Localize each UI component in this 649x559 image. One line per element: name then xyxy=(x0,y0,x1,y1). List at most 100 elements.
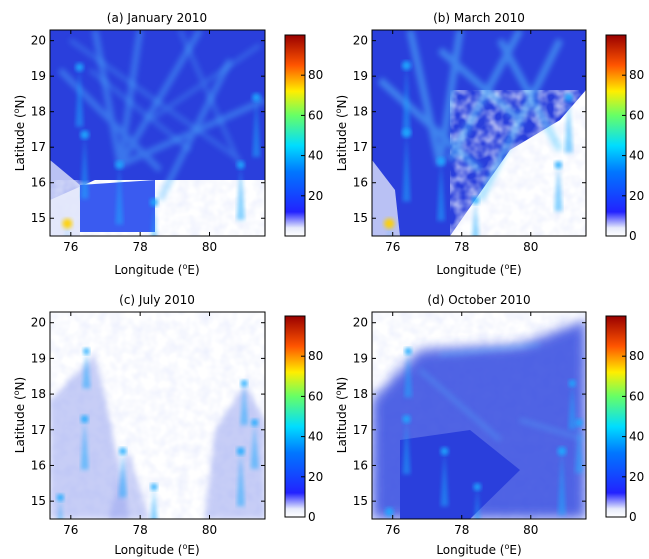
hotspot xyxy=(62,218,73,236)
hotspot xyxy=(385,507,394,519)
hotspot xyxy=(564,93,573,153)
hotspot-peak xyxy=(554,161,562,169)
hotspot xyxy=(80,130,90,199)
hotspot-ray xyxy=(118,451,127,498)
hotspot-ray xyxy=(388,223,390,236)
colorbar-tick-label: 0 xyxy=(629,510,637,524)
colorbar-ticks: 20 40 60 80 xyxy=(301,68,323,203)
hotspot xyxy=(557,446,567,516)
x-ticks: 76 78 80 xyxy=(63,312,217,537)
x-axis-label: Longitude (oE) xyxy=(436,542,521,557)
panel-title: (d) October 2010 xyxy=(427,293,530,307)
hotspot xyxy=(401,60,412,135)
y-tick-label: 20 xyxy=(353,316,368,330)
hotspot-peak xyxy=(385,507,394,517)
hotspot-peak xyxy=(384,218,395,229)
colorbar-tick-label: 40 xyxy=(629,430,644,444)
y-tick-label: 18 xyxy=(31,387,46,401)
hotspot-layer xyxy=(62,63,261,236)
hotspot-ray xyxy=(80,419,89,470)
colorbar-tick-label: 60 xyxy=(629,389,644,403)
y-ticks: 15 16 17 18 19 20 xyxy=(31,34,265,225)
y-ticks: 15 16 17 18 19 20 xyxy=(353,34,586,225)
hotspot-ray xyxy=(75,67,84,127)
hotspot-ray xyxy=(402,133,411,202)
x-tick-label: 80 xyxy=(523,240,538,254)
hotspot-ray xyxy=(150,486,158,519)
hotspot xyxy=(554,161,563,211)
y-tick-label: 20 xyxy=(353,34,368,48)
y-tick-label: 18 xyxy=(353,105,368,119)
hotspot-peak xyxy=(471,196,480,205)
colorbar-tick-label: 20 xyxy=(308,470,323,484)
hotspot-ray xyxy=(82,351,91,389)
hotspot-peak xyxy=(568,379,576,387)
hotspot-ray xyxy=(236,451,245,507)
y-tick-label: 16 xyxy=(31,176,46,190)
y-tick-label: 17 xyxy=(31,423,46,437)
hotspot-peak xyxy=(402,415,411,424)
hotspot-peak xyxy=(56,493,65,502)
colorbar-ticks: 0 20 40 60 80 xyxy=(622,349,644,524)
hotspot-peak xyxy=(252,93,261,102)
hotspot xyxy=(384,218,395,236)
hotspot-layer xyxy=(56,348,259,519)
heatmap-january xyxy=(50,30,265,236)
hotspot-ray xyxy=(58,497,63,519)
colorbar-tick-label: 20 xyxy=(308,189,323,203)
hotspot xyxy=(471,196,480,236)
y-tick-label: 15 xyxy=(353,494,368,508)
colorbar-tick-label: 80 xyxy=(629,68,644,82)
x-axis-label: Longitude (oE) xyxy=(114,262,199,277)
hotspot xyxy=(115,160,124,225)
hotspot-peak xyxy=(150,198,159,207)
x-tick-label: 76 xyxy=(63,523,78,537)
hotspot xyxy=(82,348,91,389)
colorbar-tick-label: 0 xyxy=(308,510,316,524)
hotspot xyxy=(80,415,89,470)
y-tick-label: 17 xyxy=(31,140,46,154)
x-axis-label: Longitude (oE) xyxy=(114,542,199,557)
hotspot xyxy=(401,128,412,202)
hotspot-peak xyxy=(436,157,446,166)
x-tick-label: 78 xyxy=(133,240,148,254)
y-tick-label: 16 xyxy=(31,458,46,472)
plot-frame xyxy=(49,29,266,237)
hotspot-ray xyxy=(240,383,249,425)
y-axis-label: Latitude (oN) xyxy=(334,95,349,171)
hotspot xyxy=(240,379,249,425)
hotspot-ray xyxy=(437,161,446,221)
colorbar xyxy=(605,34,627,237)
x-tick-label: 76 xyxy=(385,240,400,254)
hotspot-peak xyxy=(404,347,412,355)
panel-title: (c) July 2010 xyxy=(119,293,195,307)
hotspot-peak xyxy=(440,447,449,456)
hotspot-peak xyxy=(240,379,248,387)
hotspot-ray xyxy=(554,164,563,211)
y-tick-label: 16 xyxy=(353,176,368,190)
hotspot-peak xyxy=(80,130,90,140)
hotspot xyxy=(236,447,245,507)
hotspot-ray xyxy=(404,351,413,398)
hotspot-peak xyxy=(473,483,482,491)
y-tick-label: 20 xyxy=(31,316,46,330)
colorbar-tick-label: 0 xyxy=(629,229,637,243)
hotspot xyxy=(150,198,159,236)
y-tick-label: 18 xyxy=(353,387,368,401)
hotspot-ray xyxy=(80,134,89,199)
colorbar-tick-label: 80 xyxy=(308,68,323,82)
hotspot-peak xyxy=(236,160,245,169)
hotspot-ray xyxy=(250,422,259,469)
colorbar-tick-label: 20 xyxy=(629,470,644,484)
y-tick-label: 19 xyxy=(31,351,46,365)
hotspot-ray xyxy=(472,200,479,236)
hotspot-peak xyxy=(401,128,412,138)
y-tick-label: 18 xyxy=(31,105,46,119)
plot-frame xyxy=(371,311,587,520)
y-axis-label: Latitude (oN) xyxy=(334,377,349,453)
y-axis-label: Latitude (oN) xyxy=(12,377,27,453)
panel-title: (b) March 2010 xyxy=(433,11,525,25)
x-tick-label: 80 xyxy=(202,240,217,254)
colorbar xyxy=(284,315,306,518)
hotspot xyxy=(118,447,127,498)
